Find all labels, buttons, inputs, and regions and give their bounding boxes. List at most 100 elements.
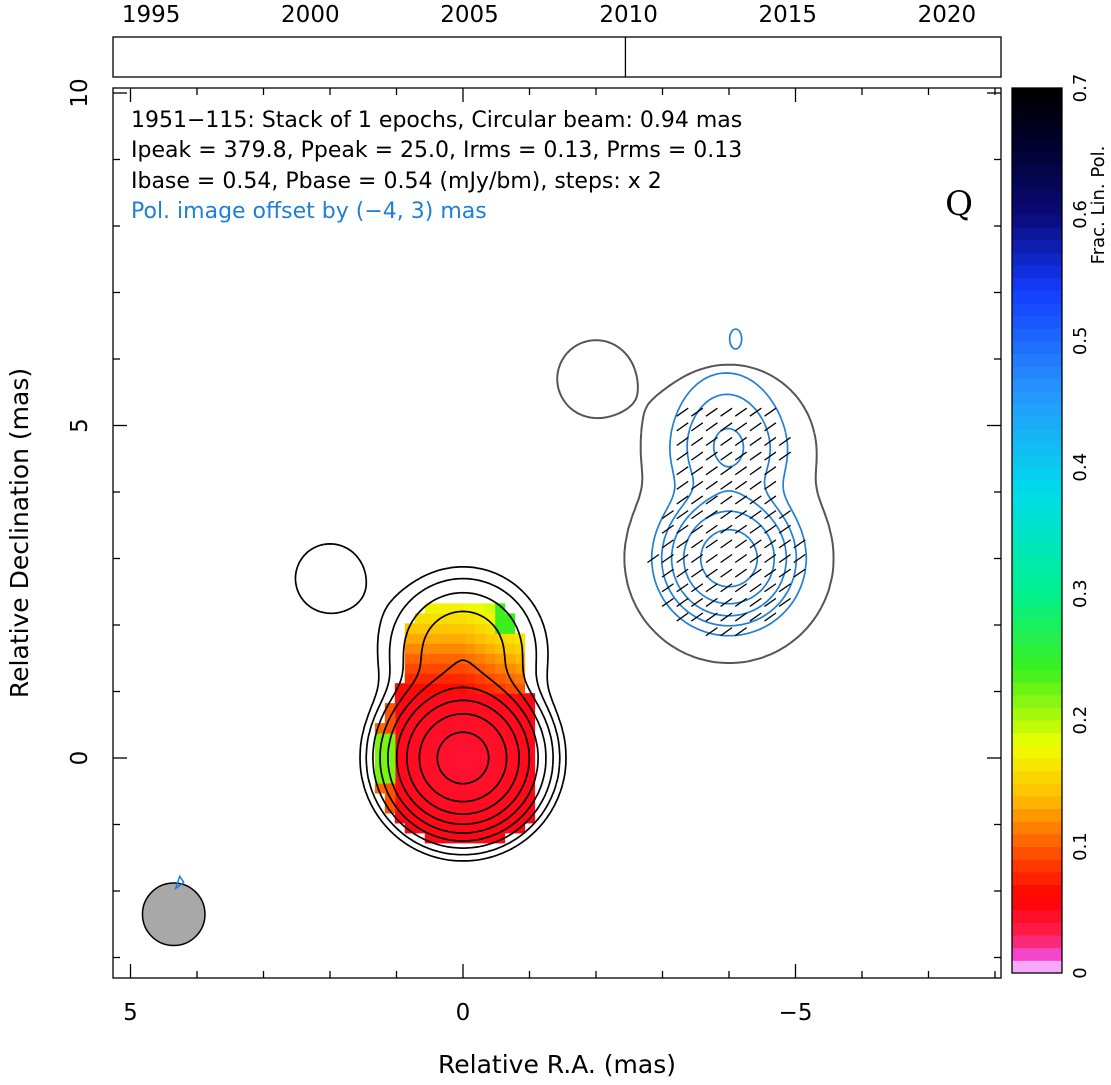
evpa-tick <box>676 407 689 417</box>
fpol-pixel <box>434 703 446 714</box>
colorbar-swatch <box>1012 113 1062 127</box>
fpol-pixel <box>414 653 426 664</box>
colorbar: 0 0.1 0.2 0.3 0.4 0.5 0.6 0.7 Frac. Lin. Pol. <box>1011 74 1109 979</box>
colorbar-swatch <box>1012 189 1062 203</box>
fpol-pixel <box>434 733 446 744</box>
evpa-tick <box>749 480 762 490</box>
fpol-pixel <box>514 713 526 724</box>
fpol-pixel <box>504 762 516 774</box>
stokes-i-contour <box>418 712 508 803</box>
epoch-timeline: 1995 2000 2005 2010 2015 2020 <box>112 2 1002 78</box>
evpa-tick <box>749 510 762 520</box>
evpa-tick <box>778 597 791 607</box>
fpol-pixel <box>404 643 416 654</box>
timeline-tick-label: 2015 <box>758 2 817 28</box>
fpol-pixel <box>404 723 416 734</box>
evpa-tick <box>661 553 674 564</box>
fpol-pixel <box>454 623 466 634</box>
evpa-tick <box>720 568 733 578</box>
fpol-pixel <box>494 683 506 694</box>
stokes-i-contour <box>294 543 567 862</box>
fpol-pixel <box>484 832 496 844</box>
fpol-pixel <box>424 733 436 744</box>
evpa-tick <box>661 539 674 549</box>
evpa-tick <box>690 510 704 520</box>
fpol-pixel <box>464 603 476 614</box>
colorbar-swatch <box>1012 391 1062 405</box>
fpol-pixel <box>494 643 506 654</box>
fpol-pixel <box>394 693 406 704</box>
fpol-pixel <box>504 623 516 634</box>
fpol-pixel <box>494 762 506 774</box>
evpa-tick <box>778 553 791 564</box>
fpol-pixel <box>454 603 466 614</box>
evpa-tick <box>720 539 733 549</box>
evpa-tick <box>764 583 777 593</box>
evpa-tick <box>749 495 762 505</box>
y-tick-label: 10 <box>67 78 93 107</box>
fpol-pixel <box>474 623 486 634</box>
fpol-pixel <box>404 762 416 774</box>
evpa-tick <box>734 510 748 520</box>
stokes-i-contour <box>395 686 531 826</box>
evpa-tick <box>734 451 748 461</box>
fpol-pixel <box>514 663 526 674</box>
fpol-pixel <box>424 802 436 814</box>
fpol-pixel <box>394 713 406 724</box>
evpa-tick <box>676 524 689 534</box>
fpol-pixel <box>494 713 506 724</box>
fpol-pixel <box>424 782 436 794</box>
fpol-pixel <box>454 743 466 754</box>
colorbar-swatch <box>1012 138 1062 152</box>
evpa-tick <box>749 612 762 622</box>
evpa-tick <box>749 568 762 578</box>
colorbar-tick-label: 0.4 <box>1070 453 1091 482</box>
colorbar-swatch <box>1012 593 1062 607</box>
evpa-tick <box>690 436 704 447</box>
colorbar-title: Frac. Lin. Pol. <box>1088 146 1109 265</box>
y-axis-title: Relative Declination (mas) <box>5 368 34 698</box>
colorbar-swatch <box>1012 619 1062 633</box>
colorbar-swatch <box>1012 846 1062 860</box>
fpol-pixel <box>434 693 446 704</box>
fpol-pixel <box>484 603 496 614</box>
fpol-pixel <box>454 703 466 714</box>
fpol-pixel <box>494 613 506 624</box>
fpol-pixel <box>484 663 496 674</box>
fpol-pixel <box>484 792 496 804</box>
fpol-pixel <box>494 623 506 634</box>
fpol-pixel <box>474 673 486 684</box>
fpol-pixel <box>474 653 486 664</box>
fpol-pixel <box>474 663 486 674</box>
fpol-pixel <box>434 663 446 674</box>
x-tick-label: 5 <box>123 1000 138 1026</box>
colorbar-swatch <box>1012 808 1062 822</box>
colorbar-swatch <box>1012 227 1062 241</box>
fpol-pixel <box>474 633 486 644</box>
fpol-pixel <box>414 673 426 684</box>
timeline-tick-label: 2020 <box>918 2 977 28</box>
colorbar-tick-label: 0.6 <box>1070 200 1091 229</box>
fpol-pixel <box>404 812 416 824</box>
beam-pol-island <box>174 874 185 891</box>
fpol-pixel <box>504 812 516 824</box>
fpol-pixel <box>414 723 426 734</box>
fpol-pixel <box>424 673 436 684</box>
evpa-tick <box>720 480 733 490</box>
fpol-pixel <box>464 792 476 804</box>
evpa-tick <box>778 436 791 447</box>
fpol-pixel <box>464 673 476 684</box>
fpol-pixel <box>404 703 416 714</box>
fpol-pixel <box>384 703 396 714</box>
fpol-pixel <box>434 792 446 804</box>
fpol-pixel <box>404 673 416 684</box>
fpol-pixel <box>424 822 436 834</box>
fpol-pixel <box>414 713 426 724</box>
fpol-pixel <box>444 603 456 614</box>
colorbar-swatch <box>1012 328 1062 342</box>
evpa-tick <box>676 495 689 505</box>
colorbar-swatch <box>1012 302 1062 317</box>
evpa-tick <box>705 422 718 432</box>
evpa-tick <box>749 553 762 564</box>
evpa-tick <box>661 583 674 593</box>
